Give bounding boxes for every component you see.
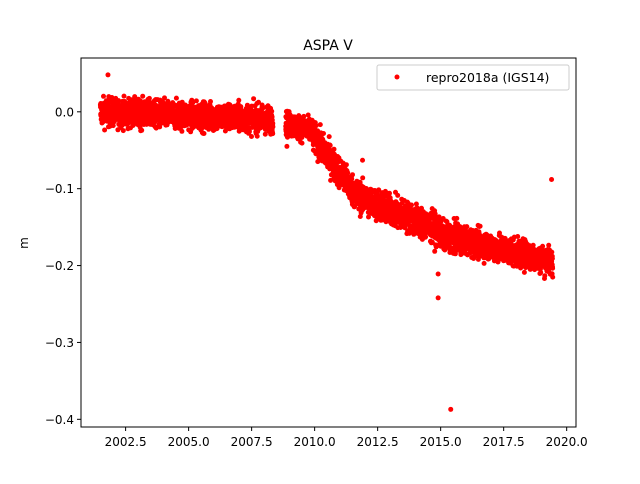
data-point — [251, 96, 257, 102]
legend: repro2018a (IGS14) — [376, 64, 570, 91]
chart-title: ASPA V — [303, 38, 353, 54]
data-point — [387, 190, 392, 196]
data-point — [256, 99, 261, 105]
data-point — [454, 215, 460, 221]
y-tick-label: −0.1 — [45, 182, 74, 196]
data-point — [331, 146, 337, 152]
data-point — [343, 162, 349, 168]
data-point — [549, 249, 555, 255]
data-point — [262, 131, 268, 137]
data-point — [317, 122, 323, 128]
data-point — [521, 269, 527, 275]
data-point — [270, 124, 276, 130]
data-point — [395, 192, 401, 198]
data-point — [102, 127, 108, 133]
data-point — [121, 93, 127, 99]
data-points — [97, 72, 556, 412]
data-point — [238, 104, 244, 110]
data-point — [464, 224, 470, 230]
data-point — [327, 143, 333, 148]
data-point — [423, 234, 429, 240]
outlier-point — [105, 72, 111, 78]
y-tick-label: 0.0 — [55, 105, 74, 119]
data-point — [546, 242, 552, 248]
data-point — [345, 170, 351, 176]
y-axis-label: m — [17, 237, 31, 249]
x-tick-label: 2012.5 — [357, 435, 399, 449]
data-point — [236, 97, 242, 103]
data-point — [360, 175, 366, 181]
data-point — [313, 123, 319, 129]
x-tick-label: 2017.5 — [483, 435, 525, 449]
outlier-point — [360, 157, 366, 163]
data-point — [140, 93, 146, 99]
data-point — [366, 214, 371, 220]
data-point — [254, 133, 260, 139]
outlier-point — [284, 143, 290, 149]
data-point — [549, 256, 555, 261]
data-point — [179, 128, 185, 134]
data-point — [162, 95, 167, 101]
x-tick-label: 2020.0 — [546, 435, 588, 449]
x-tick-label: 2007.5 — [231, 435, 273, 449]
data-point — [146, 95, 152, 101]
data-point — [173, 95, 179, 101]
data-point — [550, 265, 556, 271]
data-point — [481, 260, 487, 266]
data-point — [270, 131, 276, 137]
data-point — [193, 98, 199, 104]
data-point — [326, 134, 332, 140]
data-point — [249, 134, 254, 139]
x-tick-label: 2002.5 — [105, 435, 147, 449]
data-point — [269, 108, 275, 114]
x-tick-label: 2005.0 — [168, 435, 210, 449]
outlier-point — [448, 406, 454, 412]
legend-label: repro2018a (IGS14) — [426, 70, 549, 85]
data-point — [301, 113, 307, 119]
y-tick-label: −0.2 — [45, 259, 74, 273]
data-point — [299, 140, 305, 146]
data-point — [550, 274, 556, 280]
data-point — [542, 273, 548, 279]
outlier-point — [435, 271, 441, 277]
data-point — [101, 93, 106, 99]
data-point — [540, 243, 546, 249]
data-point — [116, 98, 122, 104]
x-tick-label: 2015.0 — [420, 435, 462, 449]
outlier-point — [435, 295, 441, 301]
data-point — [409, 202, 414, 208]
y-tick-label: −0.3 — [45, 336, 74, 350]
data-point — [350, 172, 355, 178]
data-point — [432, 248, 438, 254]
data-point — [120, 128, 126, 134]
data-point — [208, 99, 213, 104]
legend-marker — [394, 74, 400, 80]
data-point — [477, 223, 483, 229]
data-point — [246, 129, 252, 135]
data-point — [201, 131, 207, 136]
data-point — [321, 131, 326, 136]
data-point — [305, 112, 311, 118]
data-point — [376, 187, 382, 193]
data-point — [515, 234, 521, 239]
x-tick-label: 2010.0 — [294, 435, 336, 449]
y-tick-label: −0.4 — [45, 413, 74, 427]
axis-ticks: 2002.5 2005.0 2007.5 2010.0 2012.5 2015.0 2017… — [45, 105, 588, 449]
data-point — [139, 127, 145, 133]
data-point — [349, 176, 355, 182]
data-point — [538, 270, 544, 275]
data-point — [110, 123, 116, 129]
outlier-point — [549, 176, 555, 182]
data-point — [190, 100, 196, 106]
